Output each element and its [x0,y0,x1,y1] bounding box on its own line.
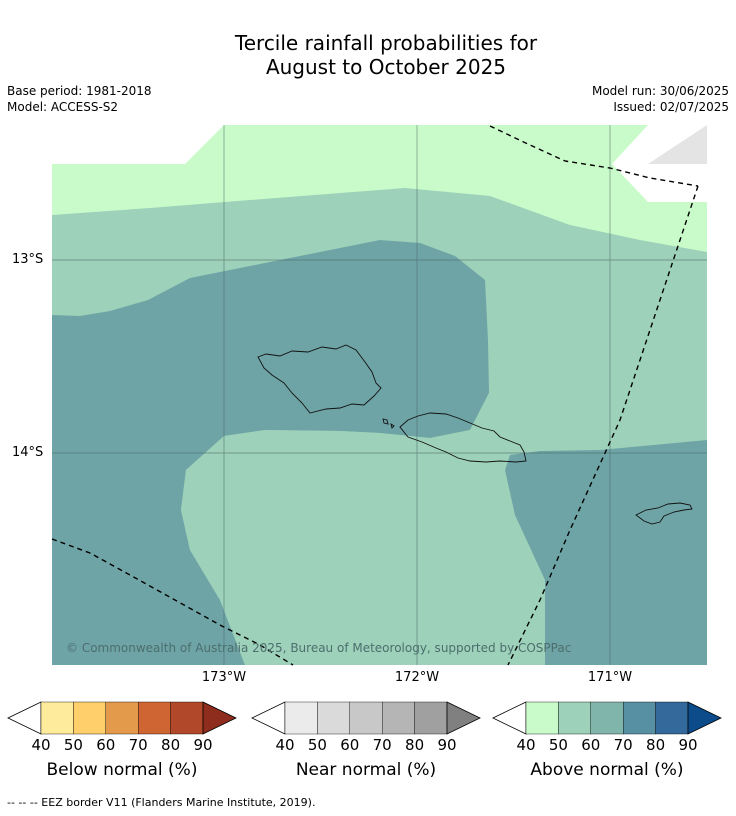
colorbar-2-segment [558,701,592,735]
coastlines [257,344,693,525]
title-line-2: August to October 2025 [265,55,507,79]
eez-borders [51,125,699,666]
copyright-note: © Commonwealth of Australia 2025, Bureau… [66,641,572,655]
colorbar-0-segment [170,701,204,735]
colorbar-2-tick: 80 [646,736,666,754]
meta-left: Base period: 1981-2018 Model: ACCESS-S2 [7,83,152,115]
lat-label-14s: 14°S [12,445,44,460]
colorbar-1-tick: 80 [405,736,425,754]
colorbar-0-segment [105,701,139,735]
colorbar-2-tick: 50 [548,736,568,754]
band-above-70-east [505,440,707,665]
tutuila-island [635,502,693,525]
footer-note: -- -- -- EEZ border V11 (Flanders Marine… [7,796,316,809]
title-line-1: Tercile rainfall probabilities for [234,31,538,55]
colorbar-0-low-extend [7,701,42,735]
colorbar-1-tick: 40 [275,736,295,754]
colorbar-0-high-extend [202,701,237,735]
model-run: Model run: 30/06/2025 [591,84,729,98]
colorbar-1-low-extend [251,701,286,735]
colorbar-0-tick: 80 [161,736,181,754]
lon-label-173w: 173°W [201,670,247,685]
lon-label-171w: 171°W [587,670,633,685]
no-data-area [648,125,707,164]
colorbar-2-segment [590,701,624,735]
colorbar-1-tick: 90 [437,736,457,754]
colorbar-0-tick: 50 [63,736,83,754]
colorbar-0-segment [137,701,171,735]
band-above-60-south [181,393,545,665]
colorbar-0-tick: 60 [96,736,116,754]
colorbar-0-segment [73,701,107,735]
gridlines [52,125,707,665]
colorbar-1-high-extend [446,701,481,735]
colorbar-2-tick: 90 [678,736,698,754]
meta-right: Model run: 30/06/2025 Issued: 02/07/2025 [592,83,729,115]
lon-label-172w: 172°W [394,670,440,685]
issued-date: Issued: 02/07/2025 [613,100,729,114]
colorbar-2-segment [623,701,656,735]
eez-border-east [507,185,699,666]
colorbar-1-segment [284,701,318,735]
eez-border-southwest [51,538,294,666]
lat-label-13s: 13°S [12,252,44,267]
colorbar-2-tick: 70 [613,736,633,754]
colorbar-1-tick: 60 [340,736,360,754]
colorbar-2-segment [525,701,559,735]
colorbars [7,701,722,735]
apolima-island [382,418,389,425]
colorbar-2-tick: 40 [516,736,536,754]
colorbar-2-label: Above normal (%) [530,760,684,780]
colorbar-2-tick: 60 [581,736,601,754]
colorbar-0-tick: 70 [128,736,148,754]
manono-island [390,422,395,429]
colorbar-2-segment [655,701,689,735]
eez-border-north [489,125,699,187]
colorbar-1-segment [349,701,383,735]
upolu-island [399,412,527,463]
colorbar-1-segment [414,701,448,735]
colorbar-1-tick: 50 [307,736,327,754]
colorbar-2-low-extend [492,701,527,735]
colorbar-0-segment [40,701,74,735]
colorbar-1-segment [317,701,350,735]
map-title: Tercile rainfall probabilities for Augus… [0,31,736,79]
base-period: Base period: 1981-2018 [7,84,152,98]
colorbar-1-label: Near normal (%) [295,760,437,780]
band-above-70 [52,240,489,665]
colorbar-1-tick: 70 [372,736,392,754]
colorbar-0-label: Below normal (%) [46,760,198,780]
colorbar-0-tick: 40 [31,736,51,754]
colorbar-1-segment [382,701,415,735]
savaii-island [257,344,382,414]
model-name: Model: ACCESS-S2 [7,100,119,114]
colorbar-2-high-extend [687,701,722,735]
colorbar-0-tick: 90 [193,736,213,754]
